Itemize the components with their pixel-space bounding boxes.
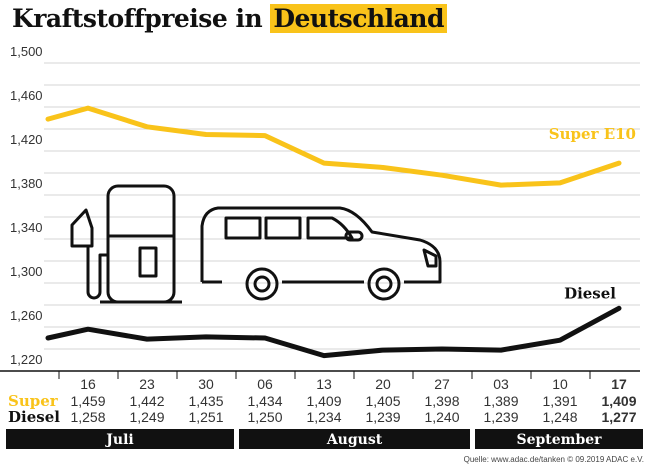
x-tick-label: 30: [198, 376, 214, 392]
value-cell: 1,240: [424, 409, 459, 425]
x-tick-label: 17: [611, 376, 627, 392]
y-tick-label: 1,300: [10, 264, 43, 279]
month-bar: [239, 429, 470, 449]
value-cell: 1,389: [483, 393, 518, 409]
car-icon: [200, 206, 442, 301]
value-cell: 1,251: [188, 409, 223, 425]
value-cell: 1,398: [424, 393, 459, 409]
value-cell: 1,442: [129, 393, 164, 409]
y-tick-label: 1,260: [10, 308, 43, 323]
illustration: [70, 184, 442, 304]
x-tick-label: 16: [80, 376, 96, 392]
month-label: September: [516, 432, 602, 448]
chart-title: Kraftstoffpreise in Deutschland: [12, 4, 447, 33]
fuel-pump-icon: [70, 184, 182, 304]
row-label: Super: [8, 392, 59, 410]
month-bar: [6, 429, 234, 449]
row-label: Diesel: [8, 408, 60, 426]
value-cell: 1,435: [188, 393, 223, 409]
series-line-super: [45, 105, 622, 188]
month-label: Juli: [104, 432, 133, 448]
value-cell: 1,249: [129, 409, 164, 425]
value-cell: 1,409: [601, 393, 636, 409]
month-bar: [475, 429, 643, 449]
value-cell: 1,234: [306, 409, 341, 425]
value-cell: 1,459: [70, 393, 105, 409]
title-highlight: Deutschland: [270, 4, 447, 33]
series-label: Diesel: [564, 284, 616, 302]
y-tick-label: 1,420: [10, 132, 43, 147]
value-cell: 1,239: [483, 409, 518, 425]
x-tick-label: 10: [552, 376, 568, 392]
y-tick-label: 1,460: [10, 88, 43, 103]
x-tick-label: 27: [434, 376, 450, 392]
y-tick-label: 1,340: [10, 220, 43, 235]
value-cell: 1,239: [365, 409, 400, 425]
x-tick-label: 06: [257, 376, 273, 392]
value-cell: 1,405: [365, 393, 400, 409]
value-cell: 1,434: [247, 393, 282, 409]
value-cell: 1,258: [70, 409, 105, 425]
x-tick-label: 20: [375, 376, 391, 392]
title-text: Kraftstoffpreise in: [12, 4, 271, 33]
value-cell: 1,277: [601, 409, 636, 425]
source-note: Quelle: www.adac.de/tanken © 09.2019 ADA…: [464, 455, 644, 464]
series-label: Super E10: [549, 125, 636, 143]
month-label: August: [326, 432, 383, 448]
x-tick-label: 13: [316, 376, 332, 392]
y-tick-label: 1,500: [10, 44, 43, 59]
value-cell: 1,250: [247, 409, 282, 425]
value-cell: 1,248: [542, 409, 577, 425]
x-tick-label: 23: [139, 376, 155, 392]
y-tick-label: 1,380: [10, 176, 43, 191]
y-tick-label: 1,220: [10, 352, 43, 367]
value-cell: 1,391: [542, 393, 577, 409]
x-tick-label: 03: [493, 376, 509, 392]
value-cell: 1,409: [306, 393, 341, 409]
